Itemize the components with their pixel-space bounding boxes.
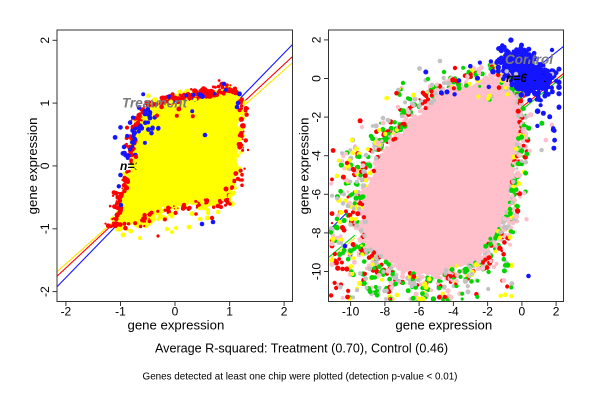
svg-text:-6: -6 — [414, 305, 425, 319]
svg-text:-2: -2 — [38, 286, 52, 297]
svg-text:2: 2 — [310, 36, 324, 43]
svg-text:Average R-squared: Treatment (: Average R-squared: Treatment (0.70), Con… — [155, 342, 448, 356]
svg-text:0: 0 — [172, 305, 179, 319]
svg-text:gene expression: gene expression — [395, 318, 492, 333]
svg-text:-4: -4 — [310, 150, 324, 161]
svg-text:-8: -8 — [310, 227, 324, 238]
svg-text:gene expression: gene expression — [25, 118, 40, 215]
svg-text:gene expression: gene expression — [297, 118, 312, 215]
svg-text:2: 2 — [38, 37, 52, 44]
svg-text:-10: -10 — [310, 263, 324, 281]
svg-text:-2: -2 — [482, 305, 493, 319]
svg-text:0: 0 — [519, 305, 526, 319]
svg-text:-4: -4 — [448, 305, 459, 319]
svg-text:-10: -10 — [342, 305, 360, 319]
svg-text:-1: -1 — [115, 305, 126, 319]
svg-text:-1: -1 — [38, 223, 52, 234]
svg-text:1: 1 — [38, 99, 52, 106]
svg-text:0: 0 — [310, 75, 324, 82]
svg-text:-2: -2 — [61, 305, 72, 319]
svg-text:Genes detected at least one ch: Genes detected at least one chip were pl… — [143, 372, 458, 383]
svg-text:Control: Control — [505, 52, 553, 67]
svg-text:gene expression: gene expression — [128, 318, 225, 333]
svg-text:-2: -2 — [310, 111, 324, 122]
svg-text:1: 1 — [226, 305, 233, 319]
svg-text:2: 2 — [281, 305, 288, 319]
svg-text:2: 2 — [553, 305, 560, 319]
svg-text:0: 0 — [38, 162, 52, 169]
svg-text:-8: -8 — [380, 305, 391, 319]
svg-text:-6: -6 — [310, 189, 324, 200]
